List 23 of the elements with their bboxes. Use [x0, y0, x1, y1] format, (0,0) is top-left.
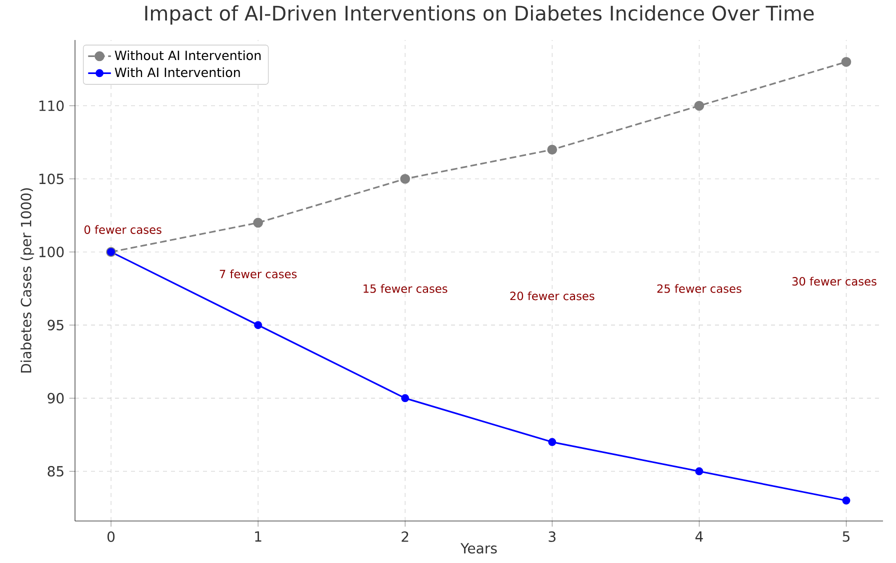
annotation: 25 fewer cases [657, 284, 742, 293]
x-tick-label: 0 [108, 531, 115, 542]
y-tick-label: 95 [48, 320, 64, 330]
legend-label: With AI Intervention [114, 67, 240, 78]
annotation: 30 fewer cases [792, 276, 876, 286]
annotation: 15 fewer cases [364, 284, 448, 293]
y-tick-label: 110 [39, 100, 64, 112]
annotation: 7 fewer cases [220, 270, 297, 278]
annotation: 0 fewer cases [84, 225, 162, 234]
legend-label: Without AI Intervention [114, 50, 261, 60]
y-tick-label: 85 [48, 466, 64, 477]
annotation: 20 fewer cases [510, 291, 594, 300]
x-tick-label: 5 [842, 531, 850, 542]
x-tick-label: 1 [255, 531, 262, 542]
x-tick-label: 3 [548, 531, 556, 542]
y-axis-title: Diabetes Cases (per 1000) [20, 188, 34, 373]
y-tick-label: 105 [39, 174, 64, 184]
y-tick-label: 100 [39, 246, 64, 258]
x-axis-title: Years [460, 543, 497, 554]
x-tick-label: 4 [695, 531, 703, 542]
chart-title: Impact of AI-Driven Interventions on Diabetes Incidence Over Time [145, 5, 814, 25]
y-tick-label: 90 [48, 392, 64, 404]
x-tick-label: 2 [402, 531, 408, 542]
